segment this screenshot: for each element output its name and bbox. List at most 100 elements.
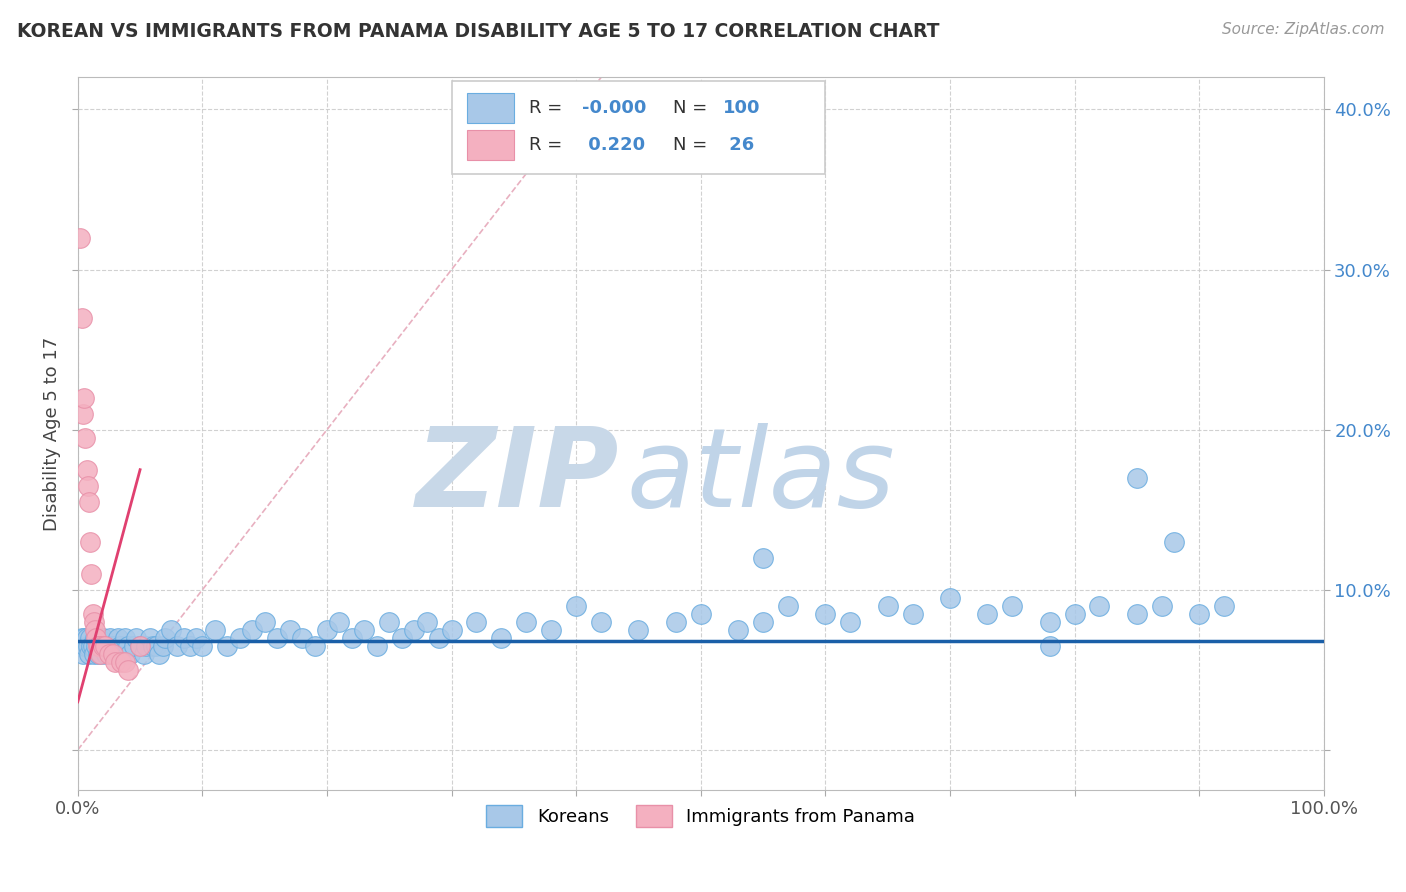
Point — [160, 623, 183, 637]
Point — [101, 647, 124, 661]
Point — [132, 647, 155, 661]
Point — [776, 599, 799, 613]
Point — [129, 639, 152, 653]
Point — [89, 647, 111, 661]
Point — [152, 639, 174, 653]
Point — [939, 591, 962, 605]
Point — [378, 615, 401, 629]
Point — [627, 623, 650, 637]
Point — [90, 647, 112, 661]
Point — [87, 631, 110, 645]
Text: ZIP: ZIP — [416, 423, 620, 530]
Point — [491, 631, 513, 645]
Point — [565, 599, 588, 613]
Point — [229, 631, 252, 645]
Point — [191, 639, 214, 653]
Point — [104, 639, 127, 653]
Point — [75, 431, 97, 445]
Point — [76, 479, 98, 493]
Point — [97, 639, 120, 653]
Point — [73, 391, 96, 405]
Point — [93, 639, 115, 653]
Point — [976, 607, 998, 621]
Point — [107, 631, 129, 645]
Point — [752, 615, 775, 629]
Text: N =: N = — [673, 99, 713, 117]
Point — [427, 631, 450, 645]
Point — [391, 631, 413, 645]
Point — [1213, 599, 1236, 613]
Point — [75, 639, 97, 653]
Point — [96, 647, 118, 661]
Point — [100, 639, 122, 653]
Point — [515, 615, 537, 629]
Point — [79, 534, 101, 549]
Bar — [467, 130, 513, 160]
Point — [98, 631, 121, 645]
Point — [117, 639, 139, 653]
Point — [415, 615, 437, 629]
Text: Source: ZipAtlas.com: Source: ZipAtlas.com — [1222, 22, 1385, 37]
Point — [278, 623, 301, 637]
Point — [591, 615, 613, 629]
Bar — [467, 93, 513, 123]
Point — [540, 623, 562, 637]
Text: KOREAN VS IMMIGRANTS FROM PANAMA DISABILITY AGE 5 TO 17 CORRELATION CHART: KOREAN VS IMMIGRANTS FROM PANAMA DISABIL… — [17, 22, 939, 41]
Point — [72, 407, 94, 421]
Point — [79, 631, 101, 645]
Point — [80, 566, 103, 581]
Point — [876, 599, 898, 613]
Point — [114, 655, 136, 669]
Legend: Koreans, Immigrants from Panama: Koreans, Immigrants from Panama — [479, 797, 922, 834]
Point — [253, 615, 276, 629]
Point — [94, 639, 117, 653]
Point — [101, 647, 124, 661]
Point — [104, 655, 127, 669]
Point — [94, 639, 117, 653]
Point — [340, 631, 363, 645]
Point — [72, 647, 94, 661]
Text: R =: R = — [529, 136, 568, 154]
Point — [366, 639, 388, 653]
Point — [839, 615, 862, 629]
Point — [240, 623, 263, 637]
Point — [83, 647, 105, 661]
Point — [69, 230, 91, 244]
Point — [1039, 639, 1062, 653]
Point — [83, 615, 105, 629]
Point — [440, 623, 463, 637]
Point — [316, 623, 339, 637]
Point — [166, 639, 188, 653]
Point — [304, 639, 326, 653]
Point — [328, 615, 350, 629]
Point — [108, 639, 131, 653]
Point — [1039, 615, 1062, 629]
Point — [129, 639, 152, 653]
Point — [86, 639, 108, 653]
Point — [404, 623, 426, 637]
Point — [1088, 599, 1111, 613]
Text: 100: 100 — [723, 99, 761, 117]
Point — [87, 639, 110, 653]
Point — [77, 494, 100, 508]
Point — [87, 647, 110, 661]
Point — [141, 639, 163, 653]
Point — [727, 623, 749, 637]
Point — [89, 639, 111, 653]
Point — [111, 647, 134, 661]
Text: atlas: atlas — [626, 423, 894, 530]
Point — [752, 550, 775, 565]
Text: R =: R = — [529, 99, 568, 117]
Text: 0.220: 0.220 — [582, 136, 645, 154]
Point — [153, 631, 176, 645]
Point — [120, 647, 142, 661]
Point — [135, 639, 157, 653]
FancyBboxPatch shape — [451, 81, 825, 174]
Point — [814, 607, 837, 621]
Point — [1063, 607, 1085, 621]
Point — [145, 639, 167, 653]
Point — [122, 639, 145, 653]
Text: N =: N = — [673, 136, 713, 154]
Point — [1001, 599, 1024, 613]
Point — [291, 631, 314, 645]
